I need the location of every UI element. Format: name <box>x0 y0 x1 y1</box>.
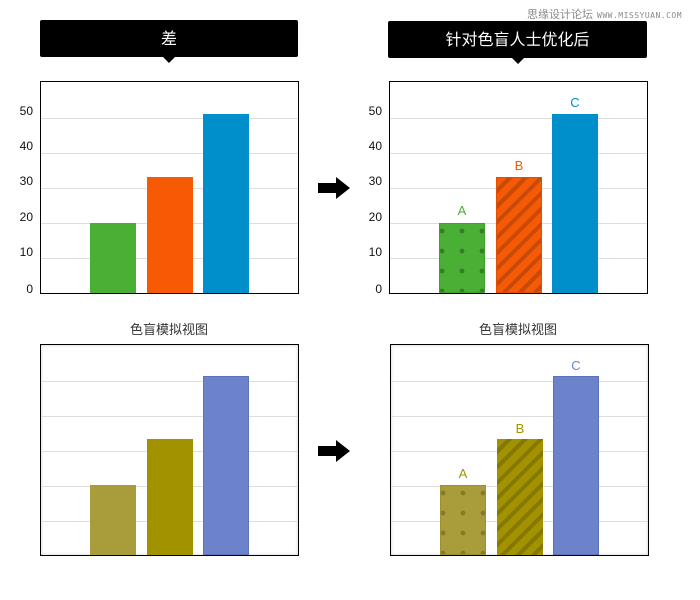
plot-area <box>40 81 299 294</box>
gridline <box>41 118 298 119</box>
bar-a-dotted <box>440 485 486 555</box>
y-tick: 50 <box>19 104 33 118</box>
gridline <box>41 153 298 154</box>
bar-label-c: C <box>571 358 581 373</box>
y-tick: 10 <box>19 245 33 259</box>
plot-area: A B C <box>390 344 649 556</box>
bar-a <box>90 485 136 555</box>
gridline <box>390 118 647 119</box>
y-tick: 30 <box>19 174 33 188</box>
subtitle-simulation-right: 色盲模拟视图 <box>478 323 557 338</box>
arrow-right-icon <box>318 440 350 462</box>
bar-b-striped <box>496 177 542 293</box>
bar-c <box>203 114 249 293</box>
y-tick: 30 <box>368 174 382 188</box>
bar-b <box>147 177 193 293</box>
bar-label-b: B <box>514 158 524 173</box>
y-tick: 40 <box>19 139 33 153</box>
gridline <box>41 381 298 382</box>
subtitle-simulation-left: 色盲模拟视图 <box>129 323 208 338</box>
bar-a <box>90 223 136 293</box>
arrow-right-icon <box>318 177 350 199</box>
gridline <box>41 416 298 417</box>
bar-label-a: A <box>458 466 468 481</box>
y-tick: 50 <box>368 104 382 118</box>
watermark-text: 思缘设计论坛 <box>527 8 593 21</box>
y-tick: 20 <box>19 210 33 224</box>
watermark-url: WWW.MISSYUAN.COM <box>597 11 683 20</box>
bar-a-dotted <box>439 223 485 293</box>
bar-c <box>553 376 599 555</box>
y-tick: 10 <box>368 245 382 259</box>
bar-c <box>552 114 598 293</box>
bar-label-c: C <box>570 95 580 110</box>
gridline <box>391 381 648 382</box>
bar-c <box>203 376 249 555</box>
gridline <box>391 416 648 417</box>
plot-area <box>40 344 299 556</box>
y-tick: 20 <box>368 210 382 224</box>
watermark: 思缘设计论坛 WWW.MISSYUAN.COM <box>527 6 682 22</box>
banner-optimized: 针对色盲人士优化后 <box>388 21 647 64</box>
bar-b <box>147 439 193 555</box>
banner-bad: 差 <box>40 20 298 63</box>
gridline <box>390 153 647 154</box>
y-tick: 0 <box>375 282 382 296</box>
y-tick: 40 <box>368 139 382 153</box>
plot-area: A B C <box>389 81 648 294</box>
y-tick: 0 <box>26 282 33 296</box>
bar-b-striped <box>497 439 543 555</box>
bar-label-a: A <box>457 203 467 218</box>
bar-label-b: B <box>515 421 525 436</box>
